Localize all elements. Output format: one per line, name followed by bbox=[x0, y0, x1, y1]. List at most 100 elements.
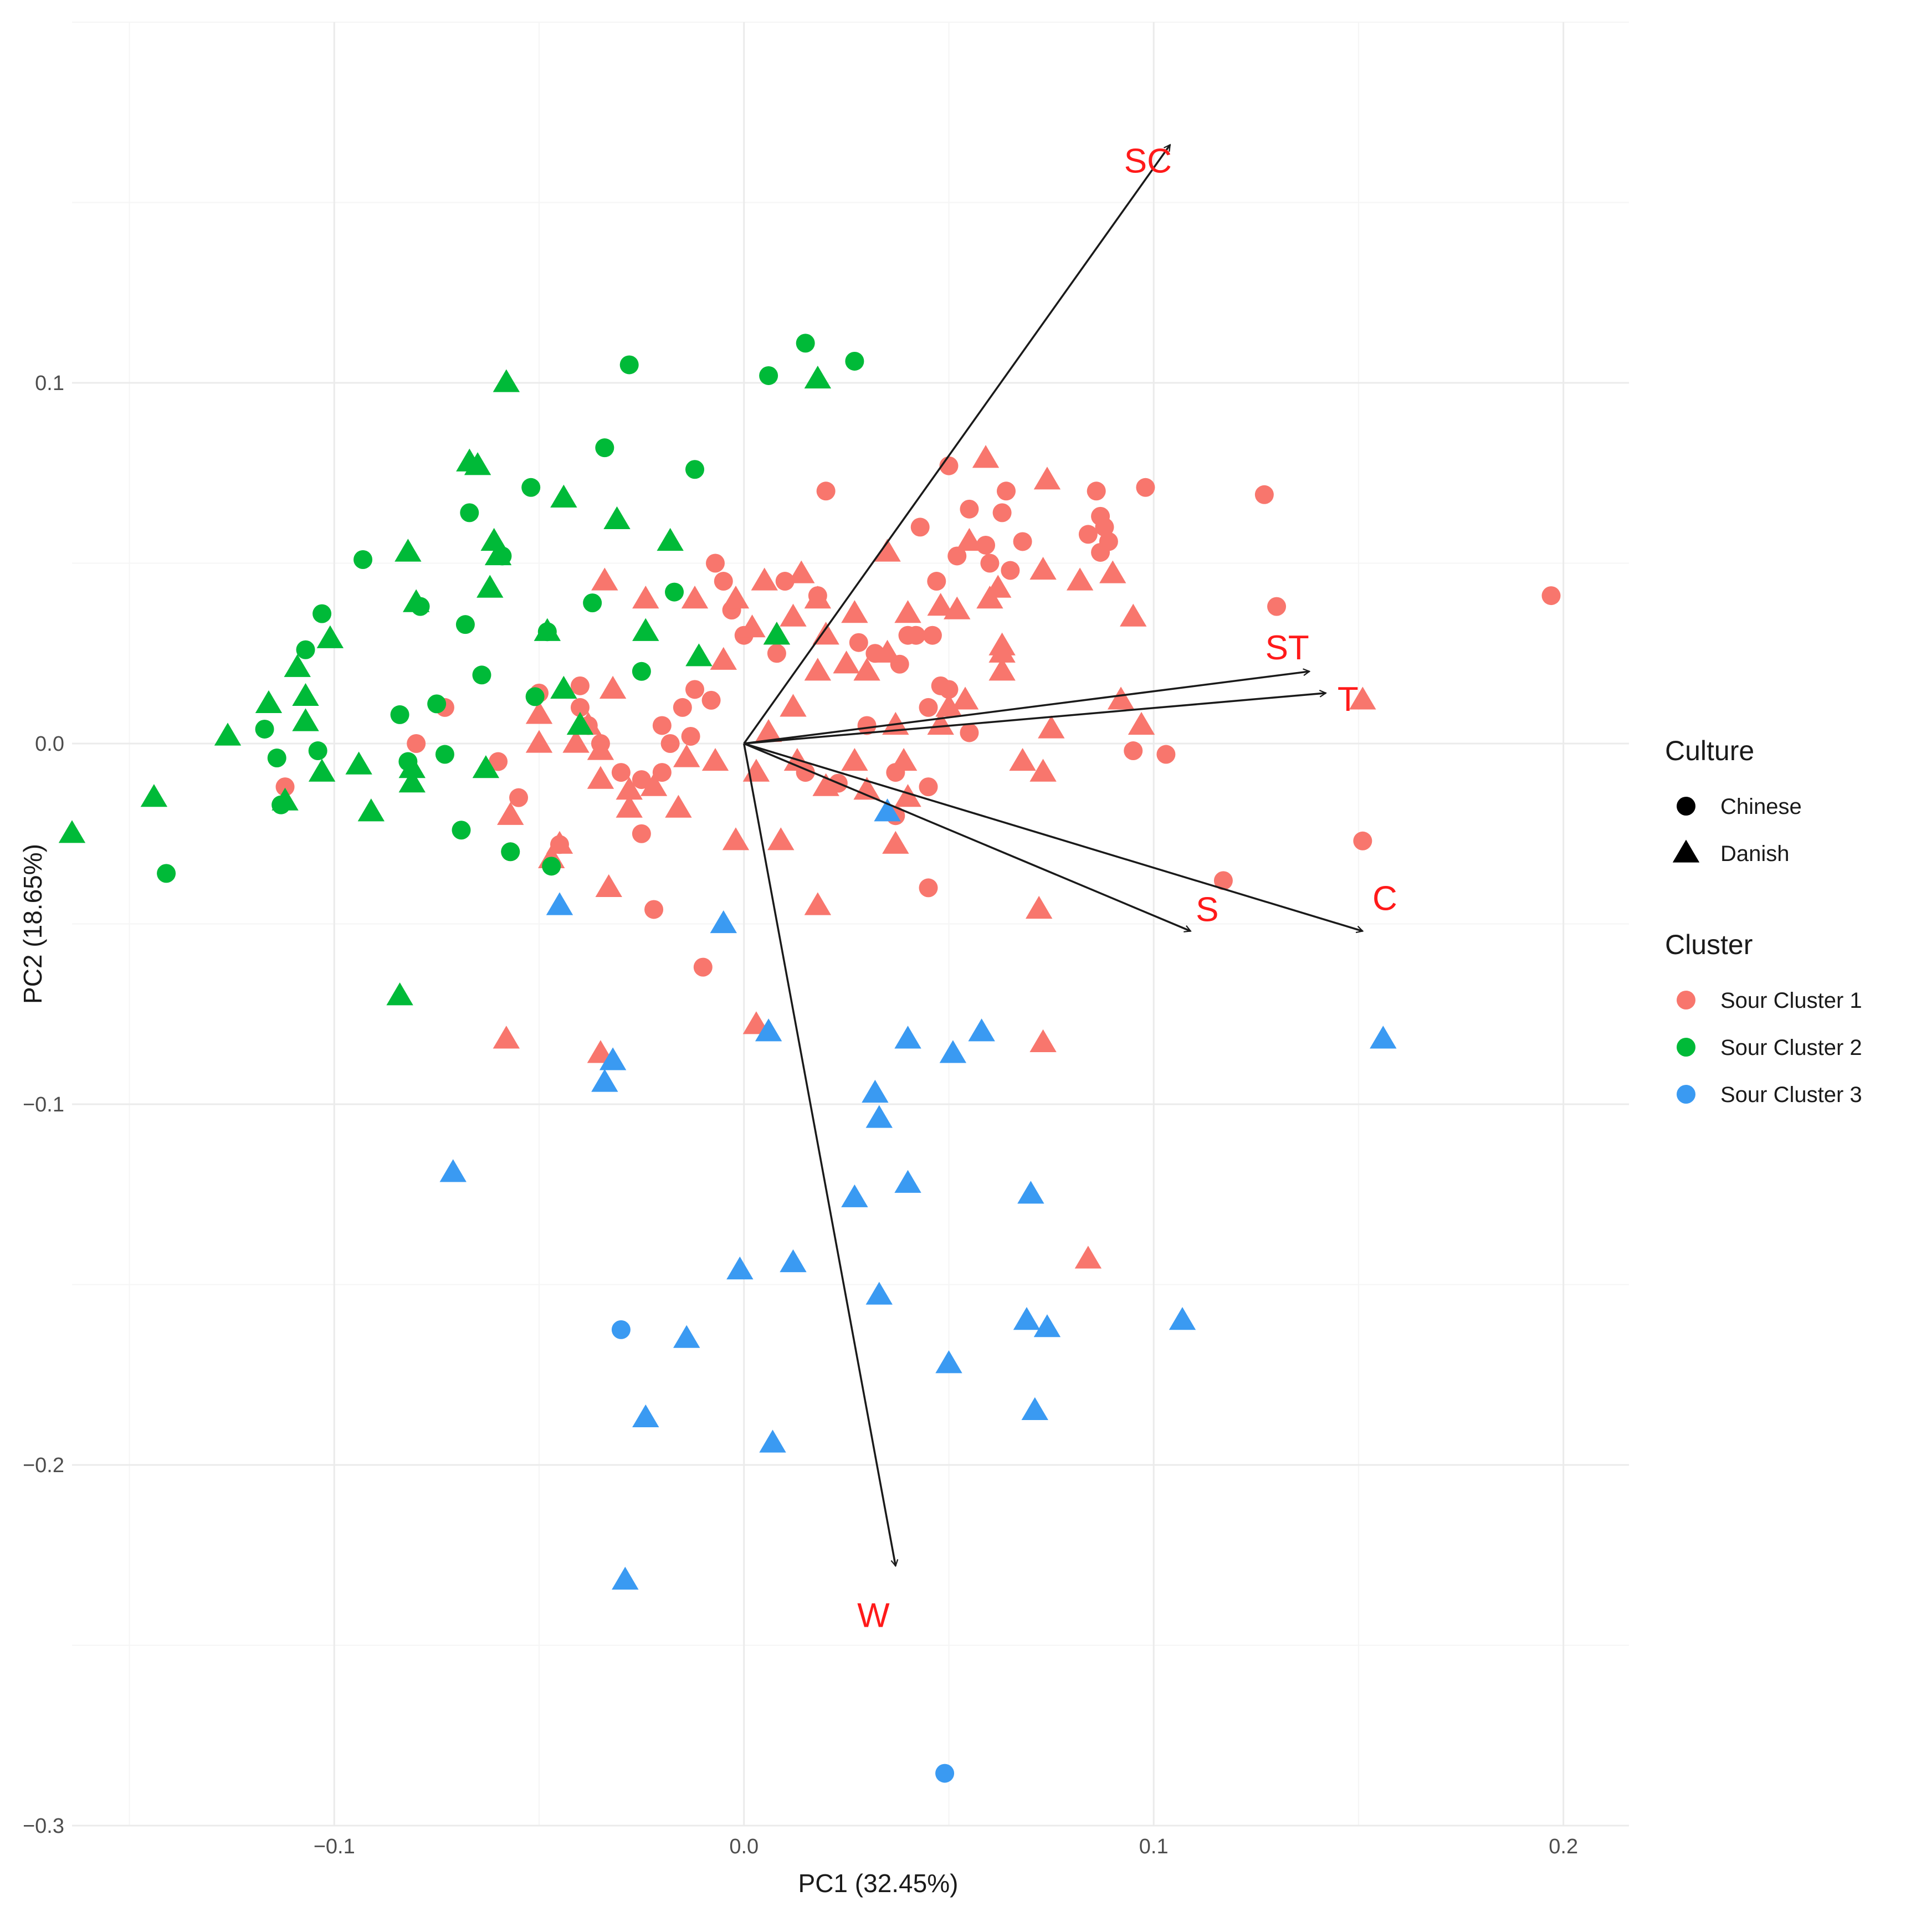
point-sour-cluster-2-danish bbox=[140, 784, 168, 807]
point-sour-cluster-1-chinese bbox=[960, 499, 979, 519]
point-sour-cluster-2-chinese bbox=[759, 366, 778, 385]
point-sour-cluster-2-danish bbox=[763, 622, 791, 645]
point-sour-cluster-1-danish bbox=[1074, 1246, 1102, 1269]
point-sour-cluster-2-danish bbox=[395, 539, 422, 562]
x-tick-label: 0.2 bbox=[1549, 1835, 1578, 1858]
point-sour-cluster-3-danish bbox=[673, 1325, 700, 1348]
point-sour-cluster-2-danish bbox=[534, 618, 561, 641]
point-sour-cluster-1-chinese bbox=[673, 698, 692, 717]
point-sour-cluster-1-chinese bbox=[960, 723, 979, 742]
point-sour-cluster-1-danish bbox=[894, 784, 921, 807]
point-sour-cluster-1-danish bbox=[739, 614, 766, 638]
point-sour-cluster-2-chinese bbox=[619, 355, 639, 375]
point-sour-cluster-1-chinese bbox=[652, 763, 672, 782]
point-sour-cluster-1-chinese bbox=[570, 698, 590, 717]
point-sour-cluster-1-danish bbox=[591, 567, 618, 591]
point-sour-cluster-1-chinese bbox=[1078, 525, 1098, 544]
loading-arrow-t bbox=[744, 693, 1326, 745]
point-sour-cluster-1-chinese bbox=[407, 734, 426, 753]
point-sour-cluster-1-danish bbox=[804, 892, 832, 915]
point-sour-cluster-1-danish bbox=[841, 747, 868, 771]
point-sour-cluster-1-danish bbox=[853, 658, 880, 681]
point-sour-cluster-2-danish bbox=[657, 527, 684, 551]
legend-cluster-title: Cluster bbox=[1665, 929, 1753, 960]
y-tick-label: −0.3 bbox=[23, 1815, 64, 1838]
point-sour-cluster-1-danish bbox=[833, 650, 860, 674]
point-sour-cluster-1-chinese bbox=[660, 734, 680, 753]
y-tick-label: −0.2 bbox=[23, 1454, 64, 1477]
axes: PC1 (32.45%) PC2 (18.65%) −0.1 0.0 0.1 0.2 −… bbox=[18, 372, 1578, 1898]
point-sour-cluster-1-chinese bbox=[1267, 597, 1287, 616]
point-sour-cluster-3-danish bbox=[1021, 1397, 1048, 1420]
legend-key-sour-cluster-1 bbox=[1677, 991, 1695, 1009]
point-sour-cluster-1-danish bbox=[956, 527, 983, 551]
data-points bbox=[58, 334, 1561, 1783]
point-sour-cluster-1-danish bbox=[780, 694, 807, 717]
point-sour-cluster-3-danish bbox=[726, 1256, 754, 1280]
point-sour-cluster-1-chinese bbox=[939, 680, 959, 699]
point-sour-cluster-1-danish bbox=[874, 539, 901, 562]
point-sour-cluster-2-danish bbox=[402, 589, 430, 612]
point-sour-cluster-1-chinese bbox=[685, 680, 704, 699]
point-sour-cluster-1-danish bbox=[587, 737, 614, 760]
loading-label-sc: SC bbox=[1124, 142, 1172, 180]
point-sour-cluster-1-danish bbox=[599, 675, 627, 699]
legend-key-danish-triangle bbox=[1672, 839, 1700, 863]
point-sour-cluster-2-chinese bbox=[353, 550, 373, 569]
point-sour-cluster-1-danish bbox=[890, 747, 918, 771]
point-sour-cluster-3-danish bbox=[1017, 1181, 1044, 1204]
point-sour-cluster-1-chinese bbox=[632, 824, 651, 843]
point-sour-cluster-2-chinese bbox=[525, 687, 545, 706]
point-sour-cluster-1-chinese bbox=[1254, 485, 1274, 504]
point-sour-cluster-2-chinese bbox=[845, 351, 864, 371]
point-sour-cluster-1-chinese bbox=[705, 554, 725, 573]
point-sour-cluster-3-danish bbox=[612, 1566, 639, 1590]
point-sour-cluster-1-chinese bbox=[775, 572, 795, 591]
point-sour-cluster-1-chinese bbox=[816, 481, 836, 501]
point-sour-cluster-1-danish bbox=[988, 658, 1016, 681]
point-sour-cluster-3-danish bbox=[865, 1105, 893, 1128]
legend: Culture Cluster Chinese Danish Sour Cluste… bbox=[1665, 735, 1862, 1107]
point-sour-cluster-1-chinese bbox=[767, 644, 786, 663]
point-sour-cluster-2-chinese bbox=[583, 593, 602, 613]
point-sour-cluster-1-chinese bbox=[632, 770, 651, 790]
legend-label-sour-cluster-3: Sour Cluster 3 bbox=[1720, 1083, 1862, 1107]
point-sour-cluster-2-chinese bbox=[472, 665, 491, 685]
point-sour-cluster-2-chinese bbox=[632, 662, 651, 681]
point-sour-cluster-1-danish bbox=[1066, 567, 1094, 591]
point-sour-cluster-1-danish bbox=[1009, 747, 1036, 771]
point-sour-cluster-2-danish bbox=[398, 770, 426, 793]
point-sour-cluster-1-chinese bbox=[1095, 517, 1114, 537]
point-sour-cluster-3-danish bbox=[780, 1249, 807, 1273]
point-sour-cluster-1-danish bbox=[616, 795, 643, 818]
point-sour-cluster-1-danish bbox=[927, 711, 954, 735]
point-sour-cluster-1-danish bbox=[1128, 711, 1155, 735]
point-sour-cluster-2-chinese bbox=[157, 864, 176, 883]
point-sour-cluster-3-danish bbox=[865, 1282, 893, 1305]
point-sour-cluster-2-chinese bbox=[460, 503, 479, 522]
point-sour-cluster-1-danish bbox=[616, 777, 643, 800]
point-sour-cluster-3-danish bbox=[874, 798, 901, 822]
point-sour-cluster-1-danish bbox=[780, 603, 807, 627]
y-tick-label: 0.0 bbox=[35, 732, 64, 756]
point-sour-cluster-1-chinese bbox=[681, 726, 700, 746]
point-sour-cluster-1-danish bbox=[894, 600, 921, 623]
point-sour-cluster-2-danish bbox=[292, 683, 319, 706]
point-sour-cluster-3-danish bbox=[894, 1170, 921, 1193]
point-sour-cluster-3-danish bbox=[710, 910, 737, 934]
point-sour-cluster-2-danish bbox=[804, 365, 832, 389]
loading-label-t: T bbox=[1338, 680, 1359, 719]
point-sour-cluster-1-danish bbox=[525, 701, 553, 724]
point-sour-cluster-2-chinese bbox=[267, 749, 286, 768]
point-sour-cluster-1-danish bbox=[595, 874, 622, 898]
legend-label-danish: Danish bbox=[1720, 842, 1790, 866]
point-sour-cluster-1-chinese bbox=[1353, 831, 1372, 850]
point-sour-cluster-3-danish bbox=[939, 1040, 967, 1063]
point-sour-cluster-1-danish bbox=[525, 730, 553, 753]
point-sour-cluster-2-danish bbox=[603, 506, 631, 530]
point-sour-cluster-3-danish bbox=[1169, 1307, 1196, 1330]
point-sour-cluster-1-danish bbox=[1349, 686, 1376, 710]
point-sour-cluster-3-danish bbox=[894, 1026, 921, 1049]
point-sour-cluster-1-chinese bbox=[1541, 586, 1561, 606]
point-sour-cluster-2-danish bbox=[480, 527, 508, 551]
